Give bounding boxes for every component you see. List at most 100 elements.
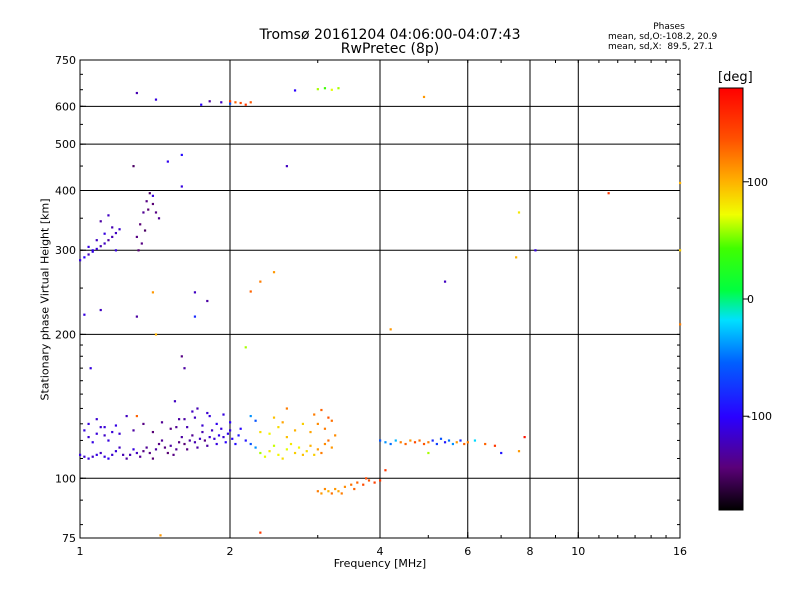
data-point — [259, 451, 262, 455]
data-point — [334, 487, 337, 491]
data-point — [193, 291, 197, 294]
data-point — [277, 426, 280, 429]
data-point — [83, 455, 86, 458]
data-point — [447, 439, 451, 442]
data-point — [422, 442, 426, 446]
y-tick-label: 750 — [55, 54, 76, 67]
data-point — [323, 487, 327, 491]
data-point — [87, 422, 90, 426]
data-point — [95, 453, 98, 456]
y-axis-label: Stationary phase Virtual Height [km] — [38, 198, 52, 401]
data-point — [111, 430, 114, 434]
data-point — [353, 487, 356, 491]
data-point — [175, 426, 178, 429]
x-tick-label: 6 — [464, 545, 471, 558]
data-point — [151, 202, 155, 206]
data-point — [186, 448, 189, 451]
data-point — [183, 367, 186, 370]
data-point — [206, 411, 209, 415]
data-point — [313, 453, 316, 456]
data-point — [201, 424, 204, 427]
data-point — [234, 442, 237, 446]
colorbar-tick-label: 100 — [747, 176, 768, 189]
data-point — [249, 101, 252, 104]
data-point — [99, 308, 102, 312]
data-point — [231, 437, 234, 440]
data-point — [418, 439, 421, 442]
data-point — [327, 490, 330, 493]
data-point — [198, 437, 202, 440]
data-point — [91, 250, 94, 253]
data-point — [320, 451, 323, 455]
data-point — [431, 439, 434, 442]
data-point — [327, 416, 330, 419]
data-point — [154, 98, 158, 101]
data-point — [215, 422, 218, 426]
data-point — [91, 441, 94, 444]
data-point — [217, 434, 221, 437]
data-point — [148, 192, 151, 195]
data-point — [427, 451, 430, 455]
data-point — [679, 323, 682, 326]
data-point — [114, 450, 118, 453]
data-point — [118, 228, 121, 231]
data-point — [135, 315, 138, 318]
data-point — [285, 165, 288, 168]
data-point — [208, 414, 211, 418]
data-point — [309, 430, 312, 434]
data-point — [135, 235, 138, 239]
data-point — [384, 441, 387, 444]
data-point — [103, 242, 106, 245]
data-point — [95, 239, 98, 242]
data-point — [111, 235, 114, 239]
data-point — [220, 427, 223, 430]
data-point — [244, 346, 247, 349]
colorbar-tick-label: -100 — [747, 410, 772, 423]
data-point — [259, 280, 262, 283]
data-point — [87, 435, 90, 439]
data-point — [443, 280, 447, 283]
data-point — [107, 239, 110, 242]
data-point — [356, 481, 359, 484]
data-point — [203, 439, 206, 442]
data-point — [157, 442, 161, 446]
data-point — [180, 355, 183, 358]
data-point — [389, 442, 392, 446]
data-point — [151, 194, 155, 197]
chart-title-line2: RwPretec (8p) — [340, 41, 440, 57]
data-point — [183, 418, 186, 421]
y-tick-label: 200 — [55, 328, 76, 341]
data-point — [169, 444, 172, 447]
data-point — [517, 211, 521, 214]
data-point — [180, 185, 183, 188]
data-point — [154, 333, 158, 336]
data-point — [493, 444, 497, 447]
data-point — [111, 453, 114, 456]
data-point — [151, 430, 155, 434]
data-point — [208, 100, 211, 103]
data-point — [132, 165, 135, 168]
data-point — [137, 249, 140, 252]
y-tick-label: 500 — [55, 138, 76, 151]
data-point — [316, 422, 319, 426]
data-point — [389, 328, 392, 331]
data-point — [103, 426, 106, 429]
data-point — [394, 439, 397, 442]
data-point — [103, 232, 106, 235]
data-point — [327, 439, 330, 442]
data-point — [281, 421, 284, 424]
data-point — [222, 413, 225, 416]
data-point — [140, 242, 143, 245]
colorbar-ticks: 100 0 -100 — [743, 176, 772, 423]
data-point — [180, 153, 183, 157]
data-point — [193, 441, 197, 444]
data-point — [213, 437, 216, 440]
data-point — [316, 490, 319, 493]
data-point — [135, 91, 138, 95]
data-point — [114, 424, 118, 427]
data-point — [87, 253, 90, 256]
x-tick-label: 16 — [673, 545, 687, 558]
data-point — [254, 446, 257, 449]
data-point — [87, 245, 90, 248]
data-point — [679, 181, 682, 185]
